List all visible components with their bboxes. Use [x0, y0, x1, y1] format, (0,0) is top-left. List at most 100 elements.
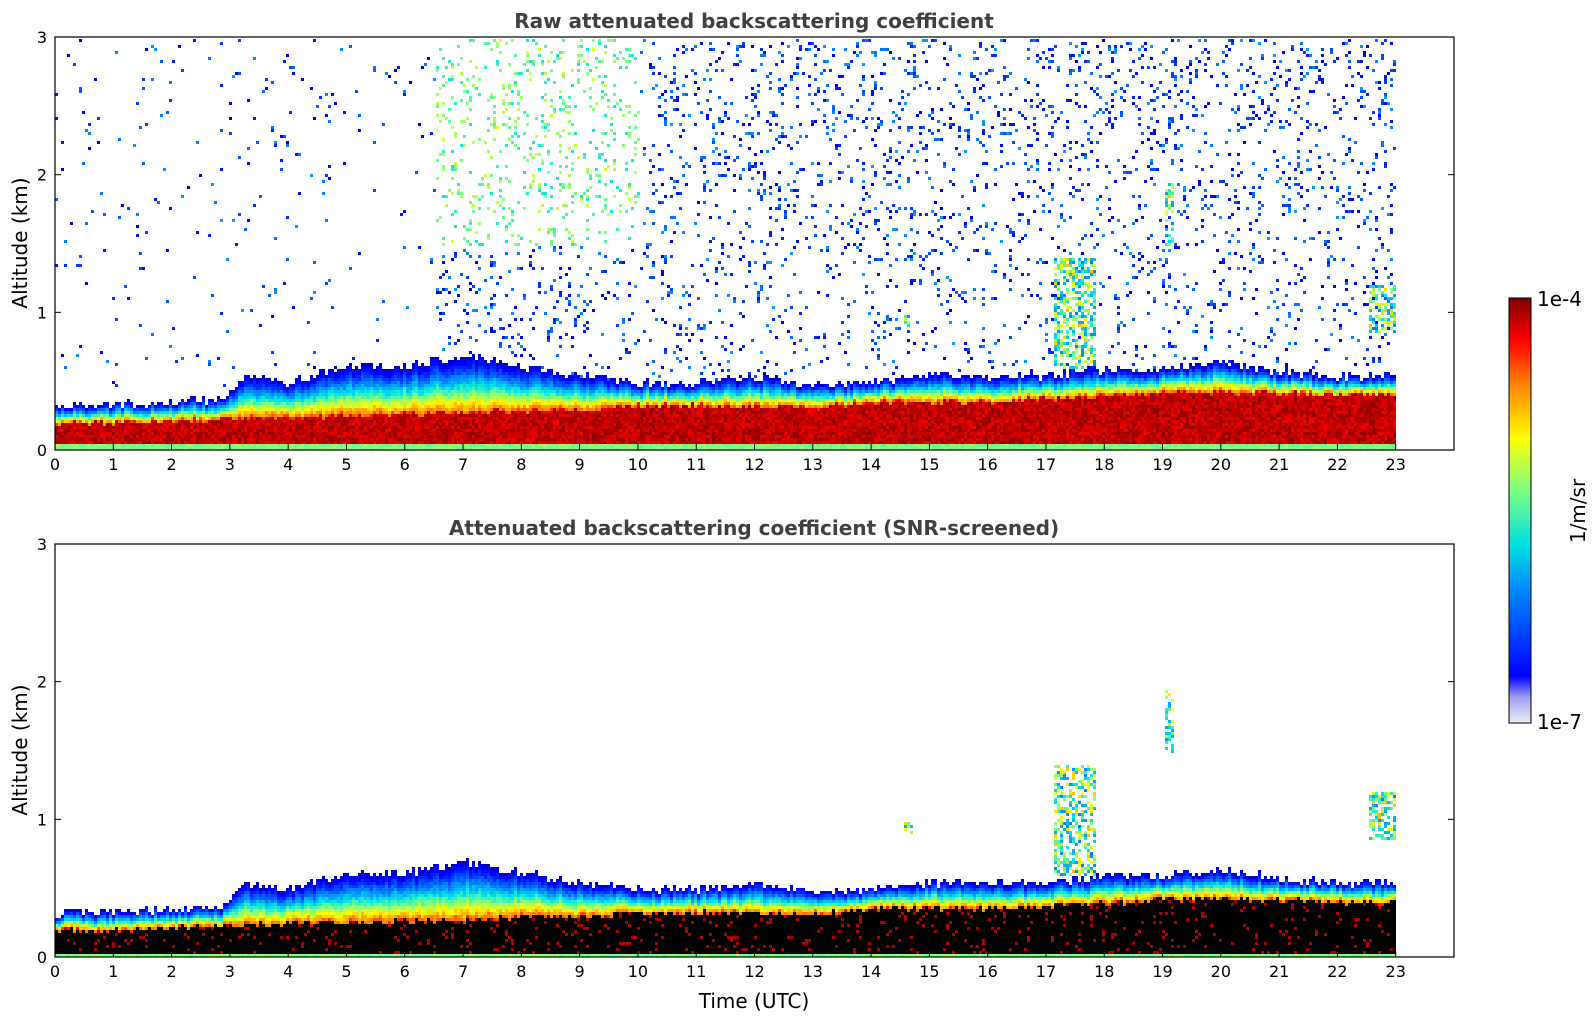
- heatmap-cell: [493, 303, 496, 306]
- heatmap-cell: [169, 399, 172, 402]
- heatmap-cell: [148, 432, 151, 435]
- heatmap-cell: [190, 420, 193, 423]
- heatmap-cell: [457, 375, 460, 378]
- heatmap-cell: [397, 396, 400, 399]
- heatmap-cell: [469, 336, 472, 339]
- heatmap-cell: [373, 420, 376, 423]
- heatmap-cell: [295, 405, 298, 408]
- heatmap-cell: [355, 387, 358, 390]
- heatmap-cell: [280, 438, 283, 441]
- heatmap-cell: [352, 423, 355, 426]
- heatmap-cell: [262, 444, 265, 447]
- heatmap-cell: [466, 405, 469, 408]
- heatmap-cell: [553, 423, 556, 426]
- heatmap-cell: [241, 432, 244, 435]
- heatmap-cell: [400, 411, 403, 414]
- heatmap-cell: [460, 330, 463, 333]
- heatmap-cell: [553, 318, 556, 321]
- heatmap-cell: [379, 399, 382, 402]
- heatmap-cell: [442, 261, 445, 264]
- heatmap-cell: [517, 381, 520, 384]
- heatmap-cell: [304, 414, 307, 417]
- heatmap-cell: [217, 357, 220, 360]
- heatmap-cell: [232, 441, 235, 444]
- heatmap-cell: [523, 396, 526, 399]
- raw-backscatter-panel: Raw attenuated backscattering coefficien…: [8, 9, 1455, 474]
- heatmap-cell: [301, 438, 304, 441]
- heatmap-cell: [529, 426, 532, 429]
- heatmap-cell: [469, 288, 472, 291]
- heatmap-cell: [445, 426, 448, 429]
- heatmap-cell: [436, 369, 439, 372]
- heatmap-cell: [439, 420, 442, 423]
- heatmap-cell: [229, 423, 232, 426]
- heatmap-cell: [331, 414, 334, 417]
- heatmap-cell: [469, 123, 472, 126]
- heatmap-cell: [526, 435, 529, 438]
- heatmap-cell: [235, 438, 238, 441]
- heatmap-cell: [430, 396, 433, 399]
- heatmap-cell: [388, 435, 391, 438]
- heatmap-cell: [352, 408, 355, 411]
- heatmap-cell: [235, 426, 238, 429]
- heatmap-cell: [205, 414, 208, 417]
- heatmap-cell: [487, 207, 490, 210]
- heatmap-cell: [238, 420, 241, 423]
- heatmap-cell: [466, 387, 469, 390]
- heatmap-cell: [202, 417, 205, 420]
- heatmap-cell: [574, 381, 577, 384]
- heatmap-cell: [241, 402, 244, 405]
- heatmap-cell: [370, 420, 373, 423]
- heatmap-cell: [562, 423, 565, 426]
- heatmap-cell: [325, 414, 328, 417]
- heatmap-cell: [295, 429, 298, 432]
- heatmap-cell: [172, 420, 175, 423]
- heatmap-cell: [367, 366, 370, 369]
- heatmap-cell: [319, 417, 322, 420]
- heatmap-cell: [325, 417, 328, 420]
- heatmap-cell: [484, 411, 487, 414]
- heatmap-cell: [304, 393, 307, 396]
- heatmap-cell: [472, 369, 475, 372]
- heatmap-cell: [295, 441, 298, 444]
- heatmap-cell: [544, 135, 547, 138]
- heatmap-cell: [448, 387, 451, 390]
- heatmap-cell: [580, 381, 583, 384]
- heatmap-cell: [412, 408, 415, 411]
- heatmap-cell: [67, 444, 70, 447]
- heatmap-cell: [496, 432, 499, 435]
- heatmap-cell: [142, 426, 145, 429]
- heatmap-cell: [229, 441, 232, 444]
- heatmap-cell: [322, 378, 325, 381]
- heatmap-cell: [280, 159, 283, 162]
- heatmap-cell: [550, 444, 553, 447]
- heatmap-cell: [220, 447, 223, 450]
- heatmap-cell: [286, 420, 289, 423]
- heatmap-cell: [448, 396, 451, 399]
- heatmap-cell: [124, 417, 127, 420]
- heatmap-cell: [136, 444, 139, 447]
- heatmap-cell: [262, 90, 265, 93]
- heatmap-cell: [403, 375, 406, 378]
- heatmap-cell: [559, 414, 562, 417]
- heatmap-cell: [556, 423, 559, 426]
- heatmap-cell: [61, 429, 64, 432]
- heatmap-cell: [142, 441, 145, 444]
- heatmap-cell: [121, 417, 124, 420]
- heatmap-cell: [577, 156, 580, 159]
- heatmap-cell: [145, 432, 148, 435]
- heatmap-cell: [562, 183, 565, 186]
- heatmap-cell: [115, 441, 118, 444]
- heatmap-cell: [538, 429, 541, 432]
- heatmap-cell: [226, 330, 229, 333]
- heatmap-cell: [493, 357, 496, 360]
- heatmap-cell: [556, 372, 559, 375]
- heatmap-cell: [442, 348, 445, 351]
- heatmap-cell: [358, 438, 361, 441]
- heatmap-cell: [496, 60, 499, 63]
- heatmap-cell: [547, 228, 550, 231]
- heatmap-cell: [346, 369, 349, 372]
- heatmap-cell: [376, 393, 379, 396]
- heatmap-cell: [106, 360, 109, 363]
- heatmap-cell: [478, 399, 481, 402]
